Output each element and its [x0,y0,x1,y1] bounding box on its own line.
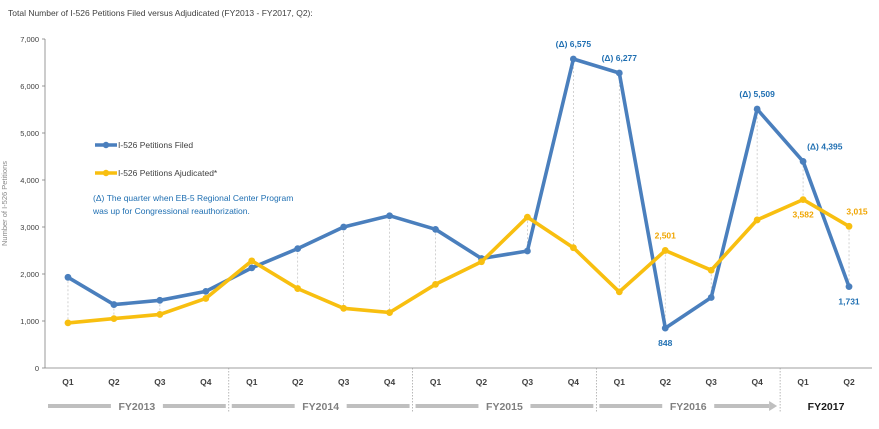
fy-arrow-icon [769,401,778,411]
quarter-label: Q3 [706,377,718,387]
fy-band-right [162,404,226,408]
quarter-label: Q4 [384,377,396,387]
data-point [156,311,164,318]
data-point [248,257,256,265]
data-point [64,319,72,327]
data-label: (Δ) 6,575 [556,39,592,49]
quarter-label: Q1 [430,377,442,387]
data-point [294,285,302,292]
quarter-label: Q1 [62,377,74,387]
data-label: (Δ) 4,395 [807,141,843,151]
series-line-adjudicated [66,197,851,325]
y-axis-label: Number of I-526 Petitions [0,161,9,246]
quarter-label: Q2 [660,377,672,387]
data-point [64,273,72,281]
fiscal-year-label: FY2015 [486,401,523,413]
data-label: (Δ) 5,509 [739,89,775,99]
fy-band-left [48,404,111,408]
data-label: 3,582 [792,210,814,220]
data-point [615,288,623,296]
reauthorization-note: was up for Congressional reauthorization… [92,206,250,216]
data-point [845,283,853,291]
data-point [432,225,439,233]
data-point [156,296,164,304]
data-point [294,245,302,253]
legend-marker [102,141,110,149]
data-label: (Δ) 6,277 [602,53,638,63]
data-point [615,69,623,77]
data-point [569,55,577,63]
data-point [524,213,531,221]
quarter-label: Q2 [108,377,120,387]
fiscal-year-label: FY2013 [118,401,155,413]
legend-marker [102,169,110,177]
data-point [386,212,393,220]
quarter-label: Q3 [338,377,350,387]
quarter-label: Q3 [522,377,534,387]
data-point [661,324,669,332]
chart-title: Total Number of I-526 Petitions Filed ve… [8,8,313,18]
quarter-label: Q3 [154,377,166,387]
fy-band-left [415,404,479,408]
y-tick-label: 0 [35,364,39,373]
data-label: 3,015 [846,206,868,216]
quarter-label: Q4 [200,377,212,387]
y-tick-label: 3,000 [20,223,39,232]
data-point [661,247,669,254]
quarter-label: Q1 [246,377,258,387]
quarter-label: Q2 [292,377,304,387]
quarter-label: Q4 [568,377,580,387]
data-point [799,158,807,165]
y-tick-label: 2,000 [20,270,39,279]
data-point [386,309,393,316]
fy-band-left [599,404,663,408]
data-label: 1,731 [838,297,860,307]
y-tick-label: 1,000 [20,317,39,326]
fy-band-right [346,404,410,408]
y-tick-label: 4,000 [20,176,39,185]
quarter-label: Q2 [476,377,488,387]
quarter-label: Q1 [614,377,626,387]
data-point [340,304,348,312]
fy-band-right [530,404,594,408]
data-point [753,105,761,113]
legend-label: I-526 Petitions Filed [118,140,193,150]
data-point [569,244,577,252]
quarter-label: Q4 [751,377,763,387]
data-point [707,294,715,301]
fiscal-year-label: FY2017 [808,401,845,413]
data-point [202,287,210,295]
data-point [524,247,531,255]
data-point [202,295,210,302]
legend-label: I-526 Petitions Ajudicated* [118,168,218,178]
fy-band-left [231,404,295,408]
data-point [340,223,348,231]
data-point [707,266,715,274]
quarter-label: Q1 [797,377,809,387]
quarter-label: Q2 [843,377,855,387]
data-point [753,216,761,224]
fiscal-year-label: FY2014 [302,401,339,413]
data-point [799,196,807,204]
data-label: 2,501 [655,230,677,240]
series-line-filed [66,57,851,330]
data-point [478,258,485,266]
fiscal-year-label: FY2016 [670,401,707,413]
data-point [110,315,118,323]
data-point [845,222,853,230]
data-point [432,280,439,288]
fy-band-right [714,404,770,408]
data-point [110,301,118,308]
y-tick-label: 5,000 [20,129,39,138]
data-label: 848 [658,338,672,348]
reauthorization-note: (Δ) The quarter when EB-5 Regional Cente… [93,193,293,203]
y-tick-label: 6,000 [20,82,39,91]
y-tick-label: 7,000 [20,35,39,44]
data-point [248,264,256,272]
